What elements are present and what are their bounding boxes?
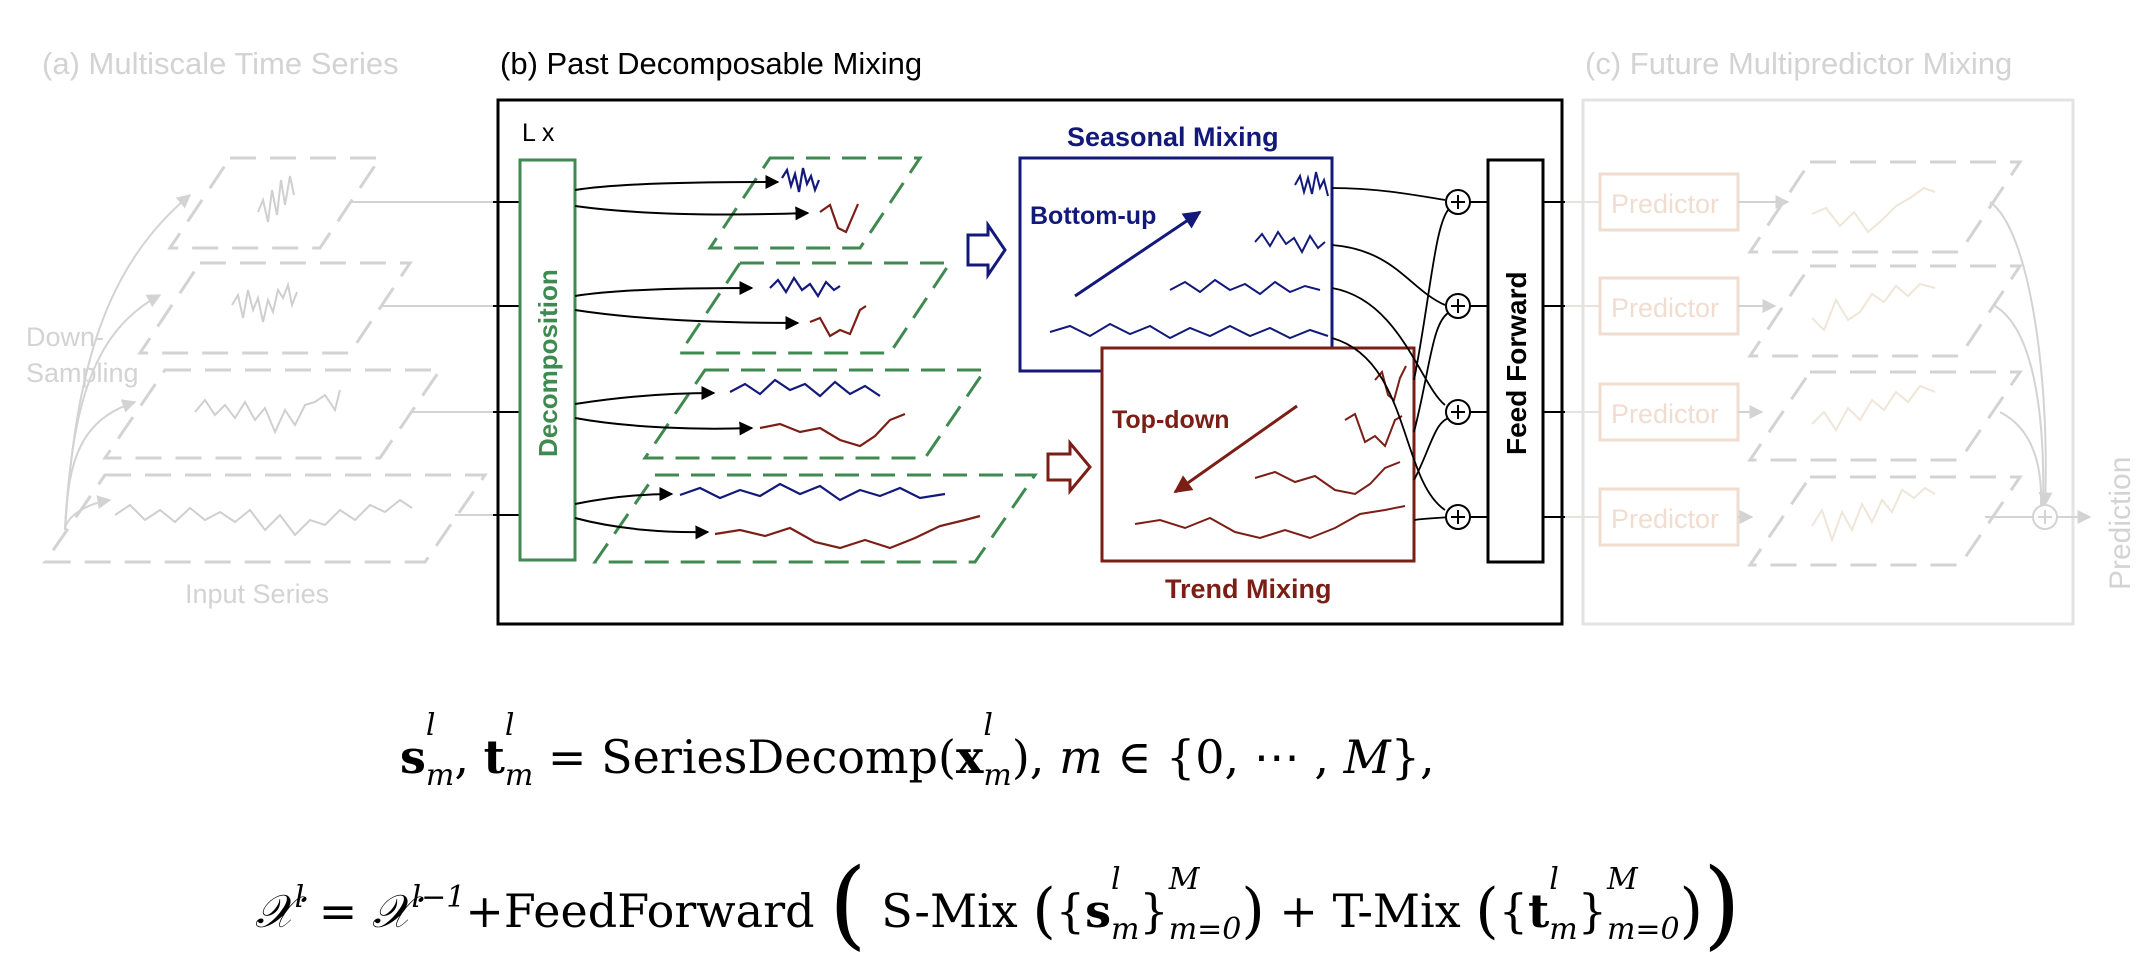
pdm-block-frame bbox=[496, 98, 1564, 626]
sum-node-2 bbox=[1445, 293, 1471, 319]
feed-forward-label: Feed Forward bbox=[1501, 271, 1532, 455]
seasonal-mixing-title: Seasonal Mixing bbox=[1067, 122, 1279, 152]
scale-plane-4 bbox=[42, 473, 488, 564]
decomposed-plane-3 bbox=[642, 368, 988, 460]
predictor-label-4: Predictor bbox=[1611, 504, 1719, 534]
section-c-title: (c) Future Multipredictor Mixing bbox=[1585, 46, 2012, 81]
decomposition-label: Decomposition bbox=[533, 269, 563, 457]
panel-b: (b) Past Decomposable Mixing L x Decompo… bbox=[493, 46, 1565, 626]
feed-forward-fn: FeedForward bbox=[503, 884, 815, 938]
feed-forward-block bbox=[1486, 158, 1545, 564]
panel-c: (c) Future Multipredictor Mixing Predict… bbox=[1565, 46, 2137, 626]
predictor-block-1 bbox=[1598, 172, 1740, 232]
predictor-label-1: Predictor bbox=[1611, 189, 1719, 219]
bottom-up-label: Bottom-up bbox=[1030, 202, 1156, 230]
fmm-block-frame bbox=[1581, 98, 2075, 626]
predictor-block-3 bbox=[1598, 382, 1740, 442]
decomposed-plane-4 bbox=[592, 473, 1038, 564]
prediction-label: Prediction bbox=[2104, 457, 2137, 590]
sum-node-1 bbox=[1445, 189, 1471, 215]
s-mix-fn: S-Mix bbox=[881, 884, 1018, 938]
decomposed-plane-1 bbox=[707, 156, 923, 250]
scale-plane-1 bbox=[167, 156, 383, 250]
section-a-title: (a) Multiscale Time Series bbox=[42, 46, 399, 81]
trend-in-arrow bbox=[1046, 438, 1092, 496]
panel-a: (a) Multiscale Time Series Down- Samplin… bbox=[26, 46, 493, 609]
future-plane-3 bbox=[1747, 370, 2023, 462]
seasonal-in-arrow bbox=[966, 220, 1007, 280]
sum-node-3 bbox=[1445, 399, 1471, 425]
t-mix-fn: T-Mix bbox=[1332, 884, 1461, 938]
decomposed-plane-2 bbox=[677, 261, 953, 355]
future-plane-4 bbox=[1747, 475, 2023, 567]
sum-nodes bbox=[1445, 189, 1471, 530]
final-sum-node bbox=[2032, 504, 2058, 530]
scale-plane-2 bbox=[137, 261, 413, 355]
trend-mixing-title: Trend Mixing bbox=[1165, 574, 1332, 604]
predictor-block-4 bbox=[1598, 487, 1740, 547]
layer-repeat-label: L x bbox=[522, 119, 555, 147]
future-plane-1 bbox=[1747, 160, 2023, 254]
decomposition-block bbox=[518, 158, 577, 562]
predictor-label-3: Predictor bbox=[1611, 399, 1719, 429]
predictor-label-2: Predictor bbox=[1611, 293, 1719, 323]
down-sampling-label-2: Sampling bbox=[26, 358, 139, 388]
architecture-diagram: (a) Multiscale Time Series Down- Samplin… bbox=[26, 46, 2137, 626]
sum-node-4 bbox=[1445, 504, 1471, 530]
scale-plane-3 bbox=[102, 368, 443, 460]
input-series-label: Input Series bbox=[185, 579, 329, 609]
future-plane-2 bbox=[1747, 264, 2023, 358]
top-down-label: Top-down bbox=[1112, 406, 1230, 434]
down-sampling-label-1: Down- bbox=[26, 322, 104, 352]
section-b-title: (b) Past Decomposable Mixing bbox=[500, 46, 922, 81]
trend-mixing-block bbox=[1100, 346, 1416, 563]
series-decomp-fn: SeriesDecomp bbox=[601, 730, 939, 784]
seasonal-mixing-block bbox=[1018, 156, 1334, 373]
